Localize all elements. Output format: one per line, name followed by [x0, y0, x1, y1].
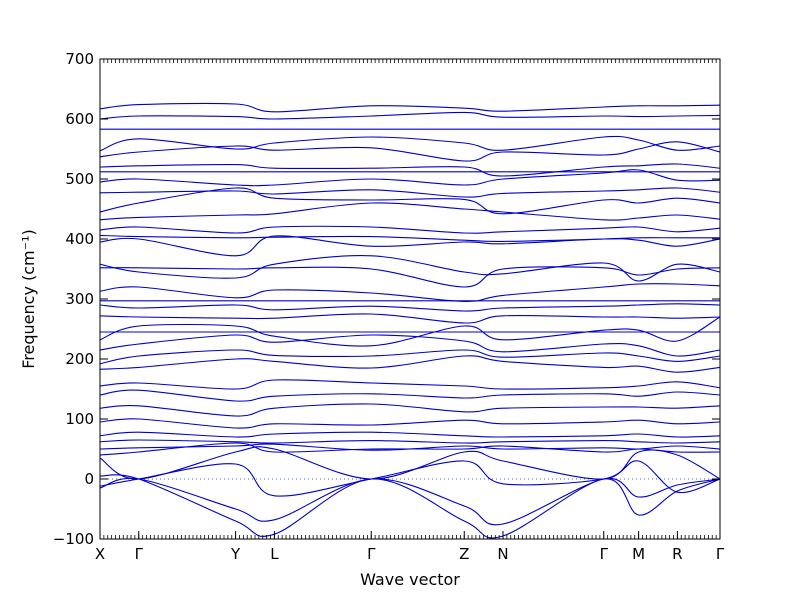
- band-line-28: [100, 403, 720, 417]
- band-line-35: [100, 460, 720, 497]
- band-line-11: [100, 202, 720, 221]
- band-line-27: [100, 389, 720, 402]
- band-line-23: [100, 334, 720, 357]
- band-line-1: [100, 102, 720, 113]
- plot-area: [100, 102, 720, 539]
- y-tick-label: 400: [65, 230, 94, 248]
- band-line-25: [100, 355, 720, 373]
- x-tick-label: R: [672, 545, 682, 563]
- band-line-13: [100, 234, 720, 242]
- x-tick-label: M: [632, 545, 645, 563]
- band-line-37: [100, 474, 720, 539]
- band-line-33: [100, 442, 720, 456]
- y-tick-label: 200: [65, 350, 94, 368]
- x-tick-label: L: [270, 545, 279, 563]
- band-line-14: [100, 235, 720, 257]
- band-line-17: [100, 283, 720, 302]
- band-line-24: [100, 349, 720, 365]
- y-tick-label: 300: [65, 290, 94, 308]
- band-line-26: [100, 379, 720, 390]
- band-line-10: [100, 187, 720, 215]
- band-line-12: [100, 225, 720, 234]
- y-axis-ticks: −100 0 100 200 300 400 500 600 700: [53, 50, 720, 548]
- band-line-31: [100, 439, 720, 444]
- x-tick-label: Γ: [135, 545, 144, 563]
- x-tick-label: N: [497, 545, 508, 563]
- y-tick-label: 700: [65, 50, 94, 68]
- x-axis-label: Wave vector: [360, 570, 460, 589]
- band-line-34: [100, 446, 720, 480]
- band-line-2: [100, 111, 720, 120]
- x-tick-label: Γ: [716, 545, 725, 563]
- band-line-9: [100, 187, 720, 198]
- band-line-21: [100, 316, 720, 347]
- band-line-8: [100, 169, 720, 187]
- x-tick-label: Γ: [367, 545, 376, 563]
- y-axis-label: Frequency (cm⁻¹): [19, 229, 38, 368]
- y-tick-label: 0: [84, 470, 94, 488]
- band-line-16: [100, 266, 720, 288]
- y-tick-label: −100: [53, 530, 94, 548]
- y-tick-label: 500: [65, 170, 94, 188]
- band-line-36: [100, 477, 720, 526]
- x-tick-label: Y: [230, 545, 241, 563]
- band-line-4: [100, 135, 720, 152]
- band-line-20: [100, 313, 720, 324]
- y-tick-label: 100: [65, 410, 94, 428]
- x-tick-label: Γ: [600, 545, 609, 563]
- band-line-29: [100, 418, 720, 429]
- band-line-5: [100, 141, 720, 162]
- x-tick-label: X: [95, 545, 105, 563]
- band-line-6: [100, 163, 720, 177]
- plot-frame: [99, 58, 721, 540]
- band-line-30: [100, 431, 720, 438]
- band-line-15: [100, 255, 720, 282]
- band-line-19: [100, 303, 720, 312]
- y-tick-label: 600: [65, 110, 94, 128]
- x-tick-label: Z: [459, 545, 469, 563]
